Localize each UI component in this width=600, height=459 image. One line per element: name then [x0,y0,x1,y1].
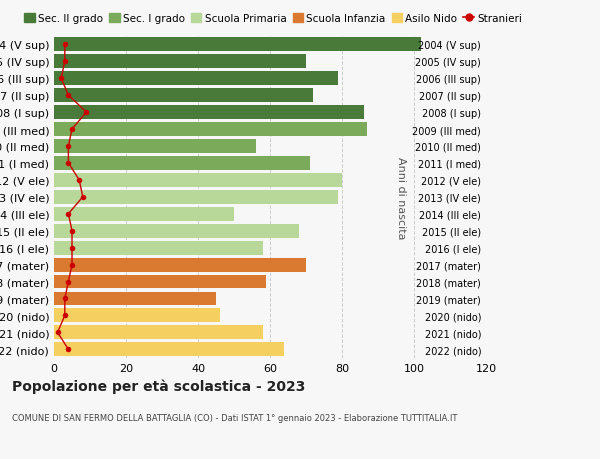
Bar [54,38,421,52]
Legend: Sec. II grado, Sec. I grado, Scuola Primaria, Scuola Infanzia, Asilo Nido, Stran: Sec. II grado, Sec. I grado, Scuola Prim… [20,10,526,28]
Bar [54,275,266,289]
Bar [54,207,234,221]
Bar [54,174,342,187]
Text: Popolazione per età scolastica - 2023: Popolazione per età scolastica - 2023 [12,379,305,393]
Text: COMUNE DI SAN FERMO DELLA BATTAGLIA (CO) - Dati ISTAT 1° gennaio 2023 - Elaboraz: COMUNE DI SAN FERMO DELLA BATTAGLIA (CO)… [12,413,457,422]
Bar [54,224,299,238]
Bar [54,157,310,170]
Bar [54,89,313,103]
Bar [54,292,216,306]
Bar [54,241,263,255]
Bar [54,190,338,204]
Bar [54,258,306,272]
Bar [54,106,364,120]
Bar [54,342,284,357]
Y-axis label: Anni di nascita: Anni di nascita [396,156,406,239]
Bar [54,72,338,86]
Bar [54,140,256,154]
Bar [54,123,367,137]
Bar [54,326,263,340]
Bar [54,55,306,69]
Bar [54,309,220,323]
